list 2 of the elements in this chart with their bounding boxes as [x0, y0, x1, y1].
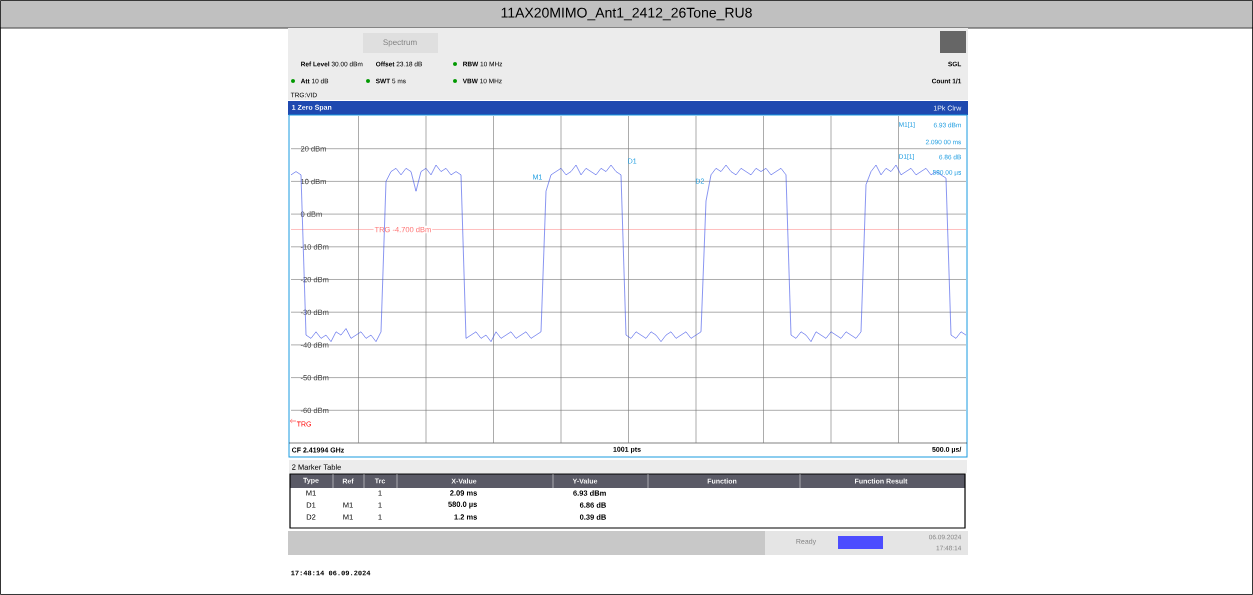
text: Spectrum [383, 39, 417, 47]
chart-title: 11AX20MIMO_Ant1_2412_26Tone_RU8 [501, 7, 752, 21]
